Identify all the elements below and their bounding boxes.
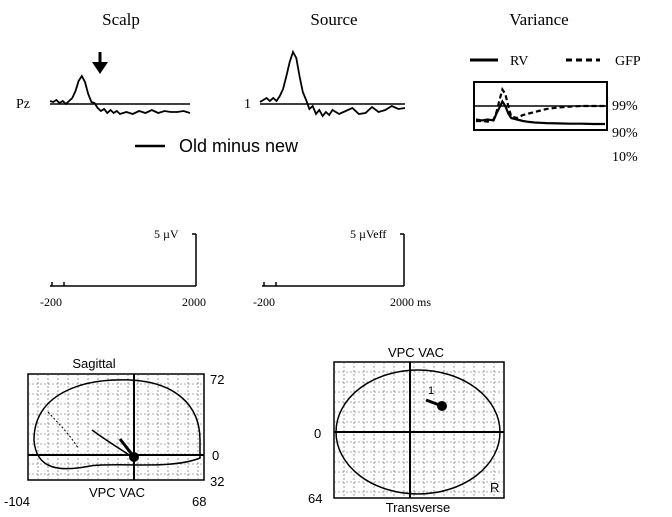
variance-title: Variance [509,10,568,29]
transverse-r-marker: R [490,480,499,495]
sagittal-top-label: 72 [210,372,224,387]
gfp-series [476,86,605,123]
transverse-bottom-label: 64 [308,491,322,506]
scalp-line [49,74,191,116]
pct-90-label: 90% [612,126,638,141]
source-amp-label: 5 µVeff [350,227,386,241]
scalp-waveform [49,74,191,116]
scalp-tmin-label: -200 [40,295,62,309]
sagittal-left-label: -104 [4,494,30,509]
pct-10-label: 10% [612,150,638,165]
scalp-tmax-label: 2000 [182,295,206,309]
gfp-line [476,86,605,123]
peak-arrow-icon [92,52,108,74]
sagittal-title: Sagittal [72,356,115,371]
source-scale-bar [262,233,405,287]
scalp-amp-label: 5 µV [154,227,179,241]
transverse-dipole-label: 1 [428,385,434,397]
transverse-mid-label: 0 [314,426,321,441]
scalp-title: Scalp [102,10,140,29]
sagittal-view [27,373,205,481]
transverse-view [333,361,505,499]
source-tmin-label: -200 [253,295,275,309]
sagittal-ras-label: VPC VAC [89,485,145,500]
rv-legend-label: RV [510,54,528,69]
source-waveform [259,49,406,118]
scalp-scale-bar [50,233,197,287]
gfp-legend-label: GFP [615,54,641,69]
pct-99-label: 99% [612,99,638,114]
transverse-title: Transverse [386,500,451,515]
source-channel-label: 1 [244,97,251,112]
source-tmax-label: 2000 ms [390,295,431,309]
source-title: Source [310,10,357,29]
scalp-channel-label: Pz [16,97,30,112]
source-line [259,49,406,118]
condition-legend-label: Old minus new [179,136,299,156]
sagittal-right-label: 68 [192,494,206,509]
transverse-ras-label: VPC VAC [388,345,444,360]
sagittal-bottom-label: 32 [210,474,224,489]
sagittal-mid-label: 0 [212,448,219,463]
